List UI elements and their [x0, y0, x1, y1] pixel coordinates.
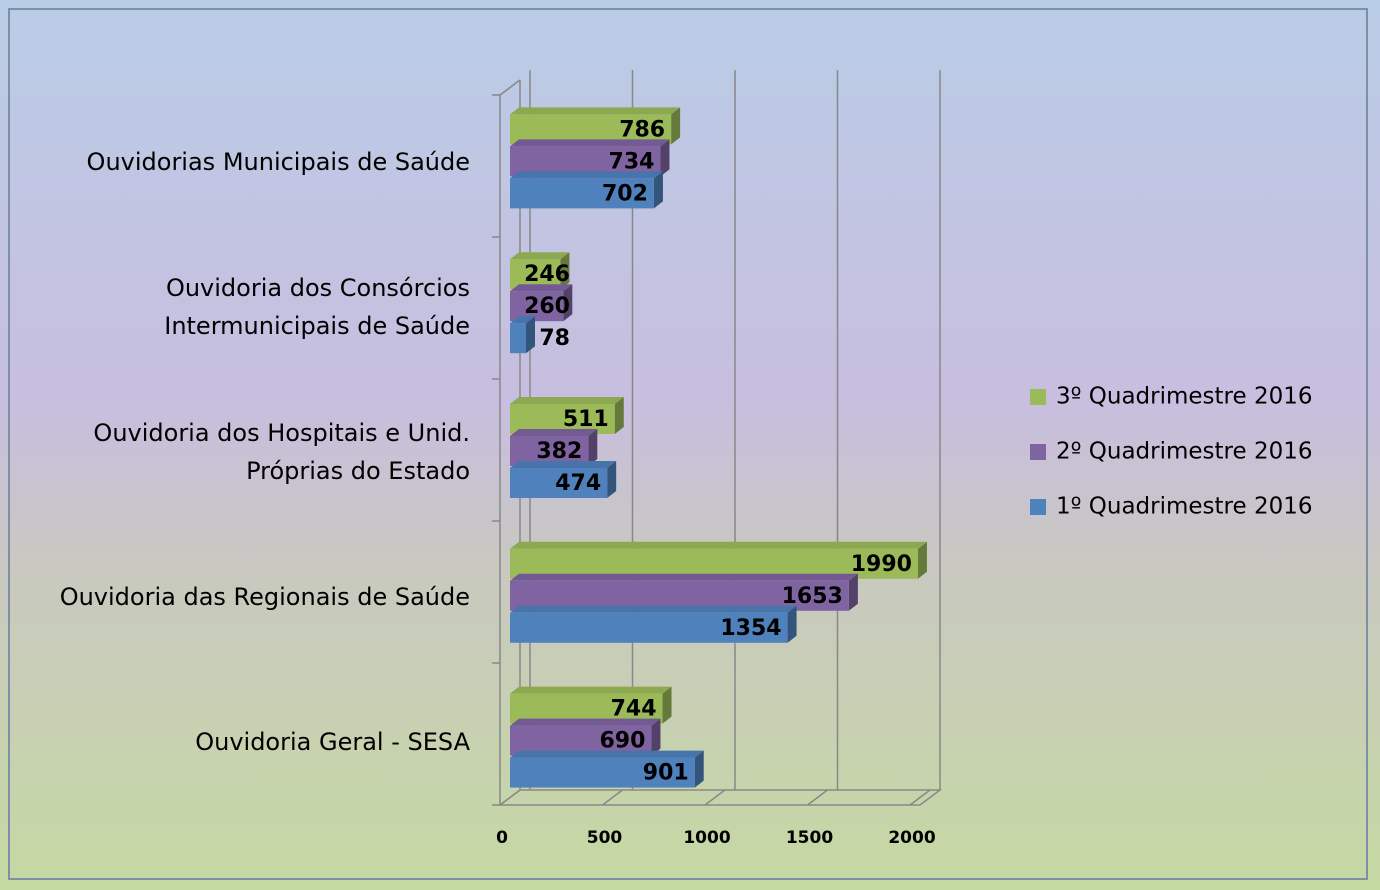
value-label: 78: [539, 326, 570, 351]
x-tick-label: 1000: [683, 828, 730, 848]
tick: [909, 789, 931, 806]
bar: [510, 757, 695, 788]
bar-side: [653, 171, 663, 209]
bar-side: [588, 428, 598, 466]
floor: [497, 789, 943, 806]
value-label: 474: [555, 471, 601, 496]
bar-top: [510, 284, 573, 292]
category-label: Ouvidoria Geral - SESA: [195, 727, 470, 756]
bar-top: [510, 316, 535, 324]
bar-top: [510, 686, 672, 694]
bar-side: [563, 284, 573, 322]
bar-top: [510, 396, 624, 404]
bar-top: [510, 171, 663, 179]
tick: [807, 789, 828, 806]
bar-side: [787, 605, 797, 643]
category-label: Ouvidorias Municipais de Saúde: [86, 148, 470, 177]
bar-side: [662, 686, 672, 724]
bar-side: [917, 541, 927, 579]
bar-top: [510, 252, 570, 260]
x-tick-label: 2000: [888, 828, 935, 848]
value-label: 690: [600, 729, 646, 754]
bar: [510, 114, 672, 145]
x-tick-label: 0: [496, 828, 508, 848]
legend-swatch: [1030, 389, 1046, 405]
value-label: 786: [619, 117, 665, 142]
legend-label: 2º Quadrimestre 2016: [1056, 439, 1313, 465]
bar-top: [510, 139, 670, 147]
value-label: 246: [524, 262, 570, 287]
bar: [510, 612, 788, 643]
bar-top: [510, 718, 661, 726]
category-label: Ouvidoria dos Hospitais e Unid. Próprias…: [93, 418, 470, 485]
category-label: Ouvidoria das Regionais de Saúde: [59, 582, 470, 611]
bar-side: [660, 139, 670, 177]
bar-side: [560, 252, 570, 290]
bar: [510, 467, 608, 498]
bar-side: [607, 460, 617, 498]
x-tick-label: 500: [587, 828, 623, 848]
legend-swatch: [1030, 499, 1046, 515]
bar-side: [525, 316, 535, 354]
bar-top: [510, 750, 704, 758]
legend-label: 1º Quadrimestre 2016: [1056, 494, 1313, 520]
legend-swatch: [1030, 444, 1046, 460]
bar-side: [848, 573, 858, 611]
value-label: 260: [524, 294, 570, 319]
bar: [510, 291, 564, 322]
value-label: 1990: [851, 552, 912, 577]
bar-top: [510, 107, 681, 115]
bar-side: [671, 107, 681, 145]
bar: [510, 178, 654, 209]
bar-top: [510, 428, 598, 436]
value-label: 511: [563, 407, 609, 432]
bar-side: [694, 750, 704, 788]
bar-top: [510, 460, 617, 468]
bar-top: [510, 605, 797, 613]
value-label: 382: [536, 439, 582, 464]
x-tick-label: 1500: [786, 828, 833, 848]
value-label: 702: [602, 181, 648, 206]
tick: [499, 789, 521, 806]
value-label: 901: [643, 761, 689, 786]
tick: [704, 789, 726, 806]
value-label: 734: [609, 149, 655, 174]
value-label: 744: [611, 697, 657, 722]
bar-side: [614, 396, 624, 434]
bar-side: [651, 718, 661, 756]
bar: [510, 323, 526, 354]
frame: [8, 8, 1368, 880]
legend-label: 3º Quadrimestre 2016: [1056, 384, 1313, 410]
value-label: 1354: [720, 616, 781, 641]
bar-top: [510, 573, 858, 581]
bar-top: [510, 541, 927, 549]
category-label: Ouvidoria dos Consórcios Intermunicipais…: [164, 274, 470, 341]
tick: [602, 789, 623, 806]
value-label: 1653: [782, 584, 843, 609]
axis: [499, 79, 521, 96]
